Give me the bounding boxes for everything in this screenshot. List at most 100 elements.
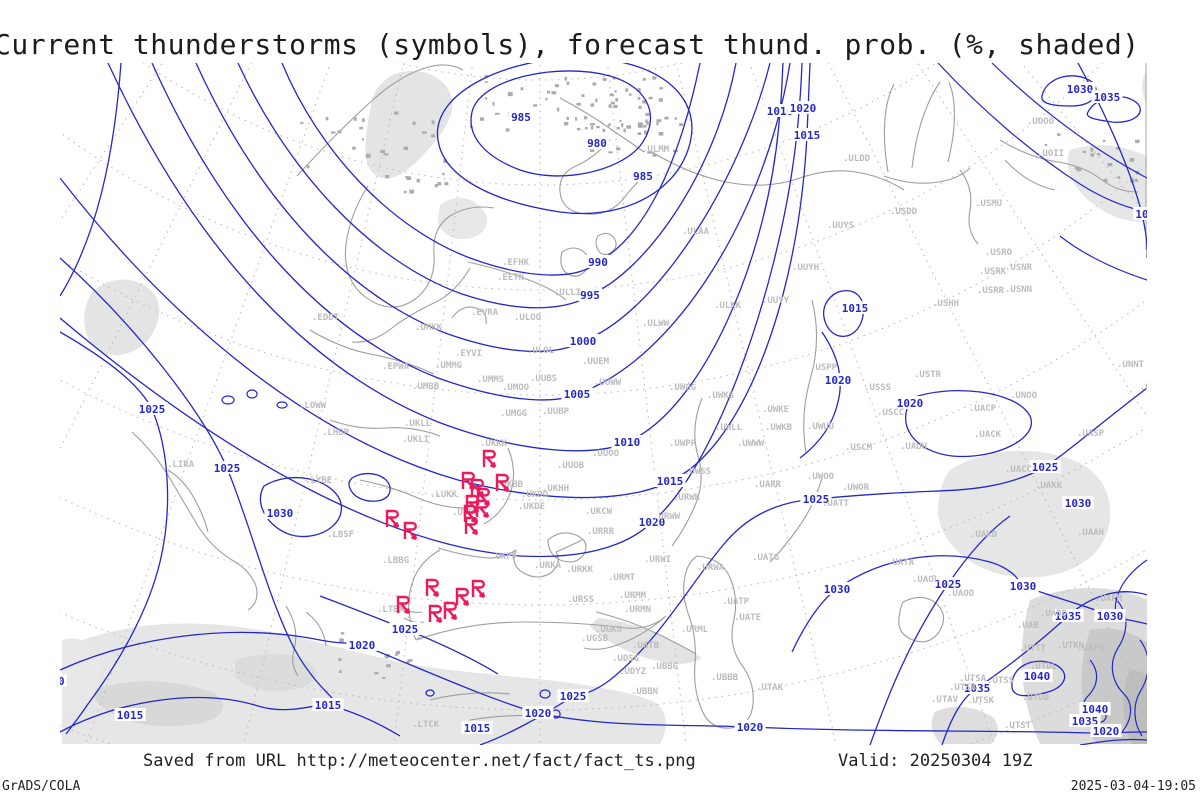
svg-text:20: 20: [51, 675, 64, 688]
contour-label: 1015: [114, 708, 146, 722]
contour-label: 985: [630, 169, 656, 183]
station-label: .EDDT: [312, 313, 340, 323]
station-label: .UADD: [1040, 609, 1068, 619]
station-label: .EVRA: [471, 308, 499, 318]
svg-text:1025: 1025: [214, 462, 241, 475]
station-label: .UKCW: [585, 507, 613, 517]
contour-label: 1030: [1094, 609, 1126, 623]
thunderstorm-symbol: [443, 601, 458, 621]
station-label: .LOWW: [299, 401, 327, 411]
svg-text:10: 10: [1135, 208, 1148, 221]
svg-text:1020: 1020: [525, 707, 552, 720]
thunderstorm-symbol: [428, 604, 443, 624]
svg-text:1015: 1015: [117, 709, 144, 722]
contour-label: 995: [577, 288, 603, 302]
contour-label: 1005: [561, 387, 593, 401]
svg-text:1020: 1020: [1093, 725, 1120, 738]
station-label: .LUKK: [430, 490, 458, 500]
station-label: .USNN: [1005, 285, 1032, 295]
station-label: .ULWW: [642, 319, 670, 329]
station-label: .URWI: [644, 555, 671, 565]
svg-text:1010: 1010: [767, 105, 794, 118]
contour-label: 1030: [1007, 579, 1039, 593]
contour-label: 1025: [1029, 460, 1061, 474]
station-label: .UATE: [734, 613, 761, 623]
station-label: .UWLL: [715, 423, 743, 433]
contour-label: 1025: [389, 622, 421, 636]
station-label: .UUEM: [582, 357, 610, 367]
station-label: .UKLL: [404, 419, 432, 429]
svg-text:1015: 1015: [842, 302, 869, 315]
svg-text:985: 985: [511, 111, 531, 124]
station-label: .USDD: [890, 207, 918, 217]
render-timestamp-text: 2025-03-04-19:05: [1070, 779, 1196, 794]
station-label: .UASP: [1077, 429, 1105, 439]
contour-label: 1015: [312, 698, 344, 712]
station-label: .EFHK: [502, 258, 530, 268]
station-label: .UDSG: [612, 654, 639, 664]
svg-text:1020: 1020: [790, 102, 817, 115]
station-label: .UBBG: [651, 662, 678, 672]
contour-label: 1030: [1062, 496, 1094, 510]
contour-label: 1020: [1090, 724, 1122, 738]
station-label: .UOII: [1037, 149, 1064, 159]
station-label: .UMOO: [502, 383, 530, 393]
contour-label: 1035: [961, 681, 993, 695]
station-label: .UTAV: [931, 695, 959, 705]
station-label: .UBBN: [631, 687, 658, 697]
contour-label: 1015: [654, 474, 686, 488]
contour-label: 1020: [787, 101, 819, 115]
station-label: .UAB: [1017, 621, 1039, 631]
station-label: .UATT: [822, 499, 850, 509]
station-label: .UKLI: [402, 435, 429, 445]
contour-label: 1015: [461, 721, 493, 735]
contour-label: 1040: [1021, 669, 1053, 683]
svg-text:1035: 1035: [964, 682, 991, 695]
svg-text:1025: 1025: [935, 578, 962, 591]
station-label: .EYVI: [455, 349, 482, 359]
svg-text:1015: 1015: [464, 722, 491, 735]
station-label: .UAUU: [900, 442, 927, 452]
svg-text:995: 995: [580, 289, 600, 302]
svg-text:1030: 1030: [1097, 610, 1124, 623]
station-label: .LBBG: [382, 556, 409, 566]
station-label: .UAFM: [1095, 594, 1123, 604]
station-label: .UWUU: [807, 422, 834, 432]
station-label: .UWKS: [707, 391, 734, 401]
station-label: .UUOB: [557, 461, 585, 471]
station-label: .ULOO: [514, 313, 542, 323]
station-label: .LTCK: [412, 720, 440, 730]
station-label: .UAKK: [1035, 481, 1063, 491]
station-label: .UAFO: [1077, 644, 1105, 654]
station-label: .USTR: [914, 370, 942, 380]
station-label: .EPWA: [382, 362, 410, 372]
station-label: .UTSB: [949, 683, 977, 693]
station-label: .UGTB: [632, 641, 660, 651]
contour-label: 1010: [611, 435, 643, 449]
svg-text:1015: 1015: [794, 129, 821, 142]
station-label: .UAOO: [947, 589, 975, 599]
station-label: .UACK: [974, 430, 1002, 440]
station-label: .ULOL: [527, 346, 555, 356]
svg-text:1000: 1000: [570, 335, 597, 348]
station-label: .UWWW: [737, 439, 765, 449]
station-label: .UMKK: [415, 323, 443, 333]
svg-text:1020: 1020: [349, 639, 376, 652]
svg-text:990: 990: [588, 256, 608, 269]
station-id-labels: .ULMM .ULDD .UOOO .UOII .ULAA .UUYS .UUYH .USMU…: [167, 117, 1147, 731]
station-label: .UMGG: [500, 409, 527, 419]
thunderstorm-symbol: [482, 449, 497, 469]
station-label: .USSS: [864, 383, 891, 393]
thunderstorm-symbol: [455, 587, 470, 607]
contour-label: 1020: [522, 706, 554, 720]
page-title: Current thunderstorms (symbols), forecas…: [0, 28, 1140, 61]
grads-credit-text: GrADS/COLA: [2, 779, 81, 794]
station-label: .UKKK: [480, 439, 508, 449]
station-label: .UATG: [752, 553, 779, 563]
svg-text:1015: 1015: [657, 475, 684, 488]
station-label: .UWKE: [762, 405, 789, 415]
contour-label: 985: [508, 110, 534, 124]
